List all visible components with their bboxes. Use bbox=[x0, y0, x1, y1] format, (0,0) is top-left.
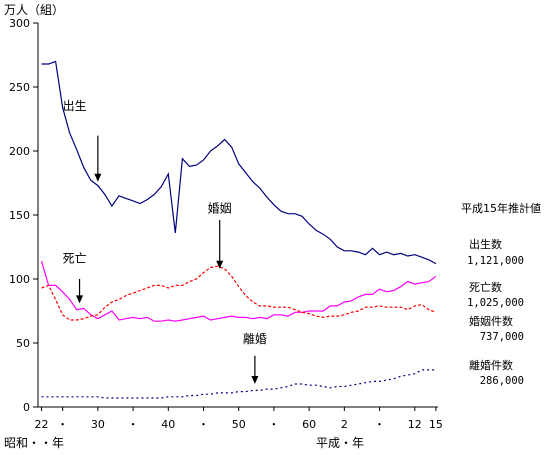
x-tick-label: 40 bbox=[161, 418, 175, 431]
y-tick-label: 200 bbox=[9, 145, 30, 158]
y-tick-label: 150 bbox=[9, 209, 30, 222]
axes: 0 50 100 150 200 250 300 22 ・ 30 ・ 40 ・ 50 ・ 60 2 ・ 12 15 bbox=[9, 17, 443, 431]
x-tick-label: 30 bbox=[91, 418, 105, 431]
x-axis-label-showa: 昭和・・年 bbox=[4, 436, 64, 450]
series-line-divorces bbox=[41, 369, 436, 399]
annotation-arrowhead-divorces bbox=[251, 375, 259, 384]
legend-value-births: 1,121,000 bbox=[467, 255, 524, 267]
series-line-marriages bbox=[41, 265, 437, 321]
annotation-arrowhead-marriages bbox=[216, 260, 224, 269]
annotation-marriages: 婚姻 bbox=[208, 200, 232, 215]
x-tick-label: ・ bbox=[57, 418, 68, 431]
y-tick-label: 0 bbox=[23, 401, 30, 414]
series-line-deaths bbox=[40, 260, 437, 322]
legend-name-births: 出生数 bbox=[469, 237, 502, 251]
x-tick-label: 60 bbox=[302, 418, 316, 431]
x-tick-label: 15 bbox=[429, 418, 443, 431]
y-tick-label: 300 bbox=[9, 17, 30, 30]
x-tick-label: ・ bbox=[198, 418, 209, 431]
annotation-births: 出生 bbox=[63, 99, 87, 113]
legend-value-divorces: 286,000 bbox=[480, 375, 524, 387]
annotation-deaths: 死亡 bbox=[63, 251, 87, 265]
estimate-legend: 出生数 1,121,000 死亡数 1,025,000 婚姻件数 737,000 離婚件数 2… bbox=[467, 237, 524, 387]
annotation-divorces: 離婚 bbox=[243, 332, 267, 346]
x-tick-label: 22 bbox=[35, 418, 49, 431]
x-tick-label: ・ bbox=[128, 418, 139, 431]
series-lines bbox=[40, 60, 437, 399]
legend-name-divorces: 離婚件数 bbox=[469, 358, 513, 372]
legend-name-deaths: 死亡数 bbox=[469, 280, 502, 294]
annotation-arrowhead-births bbox=[94, 173, 102, 182]
x-tick-label: 12 bbox=[408, 418, 422, 431]
y-tick-label: 250 bbox=[9, 81, 30, 94]
x-tick-label: 50 bbox=[232, 418, 246, 431]
legend-value-marriages: 737,000 bbox=[480, 331, 524, 343]
legend-value-deaths: 1,025,000 bbox=[467, 297, 524, 309]
y-tick-label: 100 bbox=[9, 273, 30, 286]
x-tick-label: ・ bbox=[374, 418, 385, 431]
x-axis-label-heisei: 平成・年 bbox=[316, 436, 364, 450]
x-tick-label: 2 bbox=[341, 418, 348, 431]
annotation-arrowhead-deaths bbox=[76, 295, 84, 304]
y-axis-label: 万人（組） bbox=[4, 3, 64, 17]
legend-name-marriages: 婚姻件数 bbox=[469, 314, 513, 328]
estimate-header: 平成15年推計値 bbox=[461, 201, 541, 215]
y-tick-label: 50 bbox=[16, 337, 30, 350]
x-tick-label: ・ bbox=[268, 418, 279, 431]
series-line-births bbox=[41, 60, 437, 265]
